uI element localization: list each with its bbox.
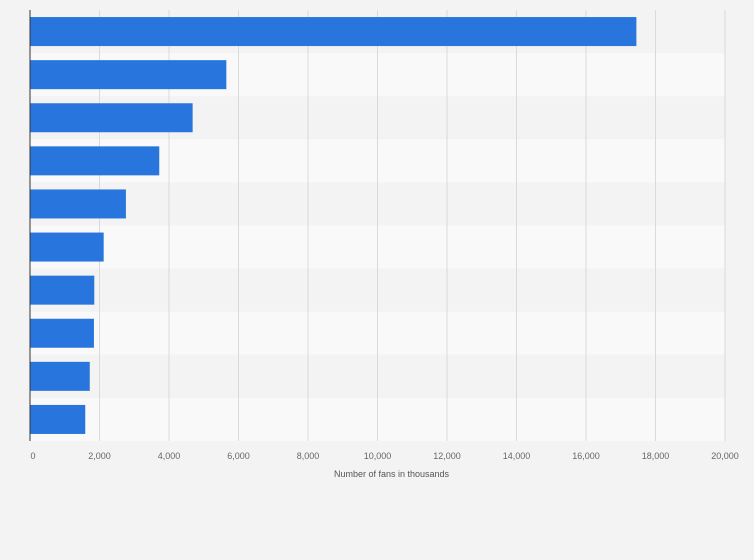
x-tick-label: 10,000 [364,451,392,461]
x-tick-label: 16,000 [572,451,600,461]
x-tick-label: 14,000 [503,451,531,461]
bar [30,275,95,305]
bars [30,17,637,434]
bar [30,404,86,434]
x-tick-label: 12,000 [433,451,461,461]
x-tick-label: 4,000 [158,451,181,461]
bar [30,318,94,348]
x-axis-title: Number of fans in thousands [334,469,450,479]
x-tick-label: 6,000 [227,451,250,461]
bar [30,17,637,47]
bar [30,189,126,219]
x-tick-label: 2,000 [88,451,111,461]
x-tick-label: 20,000 [711,451,739,461]
bar [30,232,104,262]
bar [30,361,90,391]
bar [30,103,193,133]
bar [30,60,227,90]
bar [30,146,160,176]
x-tick-label: 18,000 [642,451,670,461]
x-axis-tick-labels: 0 2,000 4,000 6,000 8,000 10,000 12,000 14,000 1… [30,451,738,461]
x-tick-label: 0 [30,451,35,461]
x-tick-label: 8,000 [297,451,320,461]
